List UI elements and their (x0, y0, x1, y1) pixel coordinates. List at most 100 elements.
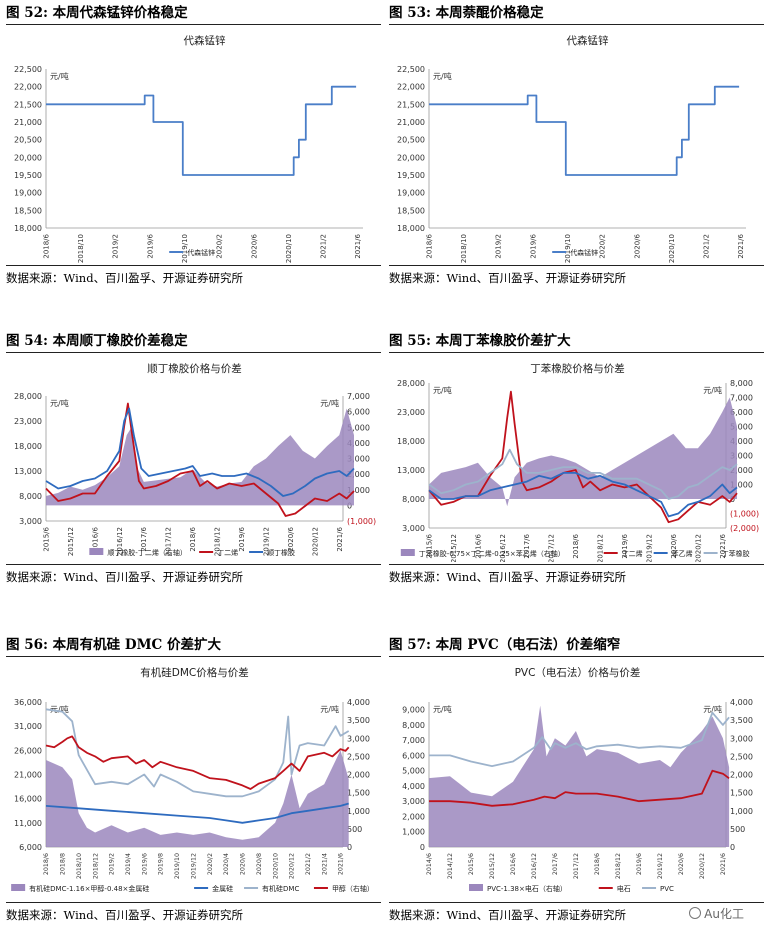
x-tick-label: 2020/12 (289, 853, 296, 879)
legend-swatch (400, 549, 415, 556)
y2-tick-label: 4,000 (730, 698, 753, 707)
x-tick-label: 2020/2 (216, 234, 224, 259)
x-tick-label: 2018/6 (43, 853, 50, 875)
y2-tick-label: 0 (347, 501, 352, 510)
y2-tick-label: 3,500 (730, 716, 753, 725)
figure-number: 图 57: (389, 637, 431, 653)
figure-number: 图 56: (6, 637, 48, 653)
series-area-1 (429, 397, 737, 507)
y-tick-label: 20,000 (14, 153, 42, 162)
chart-title: 有机硅DMC价格与价差 (140, 666, 248, 679)
top-rule (389, 352, 764, 353)
y2-tick-label: 0 (730, 843, 735, 852)
y2-tick-label: 1,000 (347, 486, 370, 495)
x-tick-label: 2018/8 (60, 853, 67, 875)
y-tick-label: 7,000 (402, 736, 425, 745)
y-tick-label: 13,000 (397, 466, 425, 475)
x-tick-label: 2020/10 (668, 234, 676, 263)
data-source: 数据来源：Wind、百川盈孚、开源证券研究所 (6, 570, 244, 584)
bottom-rule (6, 902, 381, 903)
legend-swatch (11, 884, 26, 891)
x-tick-label: 2018/6 (572, 533, 580, 558)
bottom-rule (389, 902, 764, 903)
figure-caption: 本周有机硅 DMC 价差扩大 (47, 637, 221, 653)
x-tick-label: 2020/6 (240, 853, 247, 875)
x-tick-label: 2017/6 (523, 533, 531, 558)
y2-tick-label: 500 (347, 825, 362, 834)
y-tick-label: 20,000 (397, 153, 425, 162)
x-tick-label: 2020/10 (272, 853, 279, 879)
figure-number: 图 55: (389, 333, 431, 349)
legend-swatch (89, 548, 104, 555)
x-tick-label: 2018/6 (42, 233, 50, 258)
y2-tick-label: 500 (730, 825, 745, 834)
top-rule (6, 656, 381, 657)
figure-caption: 本周代森锰锌价格稳定 (47, 5, 188, 21)
y2-tick-label: 5,000 (730, 423, 753, 432)
figure-caption: 本周 PVC（电石法）价差缩窄 (430, 637, 621, 653)
chart-title: 顺丁橡胶价格与价差 (147, 362, 242, 375)
y-tick-label: 19,000 (14, 189, 42, 198)
x-tick-label: 2015/6 (42, 526, 50, 551)
legend-label: 有机硅DMC-1.16×甲醇-0.48×金属硅 (29, 884, 149, 893)
top-rule (389, 656, 764, 657)
chart: 代森锰锌元/吨22,50022,00021,50021,00020,50020,… (14, 34, 363, 263)
right-axis-unit: 元/吨 (703, 385, 722, 395)
figure-title: 图 55: 本周丁苯橡胶价差扩大 (389, 330, 764, 352)
series-line-1 (429, 85, 740, 176)
x-tick-label: 2019/4 (125, 853, 132, 875)
y-tick-label: 20,500 (14, 136, 42, 145)
y2-tick-label: 3,000 (730, 452, 753, 461)
right-axis-unit: 元/吨 (320, 398, 339, 408)
x-tick-label: 2015/12 (67, 527, 75, 556)
y-tick-label: 21,500 (397, 100, 425, 109)
x-tick-label: 2019/2 (112, 234, 120, 259)
legend-label: 顺丁橡胶 (267, 548, 295, 557)
y-tick-label: 22,500 (397, 65, 425, 74)
right-axis-unit: 元/吨 (320, 704, 339, 714)
y-tick-label: 3,000 (402, 524, 425, 533)
y-tick-label: 3,000 (19, 517, 42, 526)
x-tick-label: 2019/10 (181, 234, 189, 263)
chart: 代森锰锌元/吨22,50022,00021,50021,00020,50020,… (397, 34, 746, 263)
y2-tick-label: 2,500 (730, 752, 753, 761)
top-rule (389, 24, 764, 25)
y-tick-label: 6,000 (402, 751, 425, 760)
x-tick-label: 2018/12 (597, 534, 605, 562)
y-tick-label: 28,000 (14, 392, 42, 401)
y-tick-label: 18,000 (14, 442, 42, 451)
y-tick-label: 22,500 (14, 65, 42, 74)
x-tick-label: 2019/10 (564, 234, 572, 263)
x-tick-label: 2021/2 (703, 234, 711, 259)
right-axis-unit: 元/吨 (703, 704, 722, 714)
x-tick-label: 2020/2 (207, 853, 214, 875)
y2-tick-label: 2,000 (347, 771, 370, 780)
x-tick-label: 2017/6 (140, 526, 148, 551)
watermark: Au化工 (689, 905, 744, 922)
data-source: 数据来源：Wind、百川盈孚、开源证券研究所 (6, 271, 244, 285)
x-tick-label: 2020/12 (699, 853, 706, 879)
x-tick-label: 2021/6 (338, 853, 345, 875)
left-axis-unit: 元/吨 (50, 704, 69, 714)
legend-label: 电石 (617, 884, 631, 893)
y-tick-label: 13,000 (14, 467, 42, 476)
figure-caption: 本周顺丁橡胶价差稳定 (47, 333, 188, 349)
y2-tick-label: 4,000 (347, 698, 370, 707)
chart-title: PVC（电石法）价格与价差 (515, 666, 641, 679)
x-tick-label: 2021/6 (336, 526, 344, 551)
figure-panel-6: 图 57: 本周 PVC（电石法）价差缩窄 数据来源：Wind、百川盈孚、开源证券… (389, 634, 764, 930)
x-tick-label: 2016/6 (510, 853, 517, 875)
bottom-rule (6, 564, 381, 565)
series-area-1 (429, 705, 730, 847)
x-tick-label: 2021/6 (354, 233, 362, 258)
y2-tick-label: 1,000 (347, 807, 370, 816)
top-rule (6, 24, 381, 25)
x-tick-label: 2020/6 (678, 853, 685, 875)
x-tick-label: 2018/10 (77, 234, 85, 263)
legend-label: 代森锰锌 (570, 248, 598, 257)
x-tick-label: 2021/6 (719, 533, 727, 558)
series-line-4 (45, 735, 350, 790)
x-tick-label: 2019/12 (262, 527, 270, 556)
y-tick-label: 11,000 (14, 819, 42, 828)
